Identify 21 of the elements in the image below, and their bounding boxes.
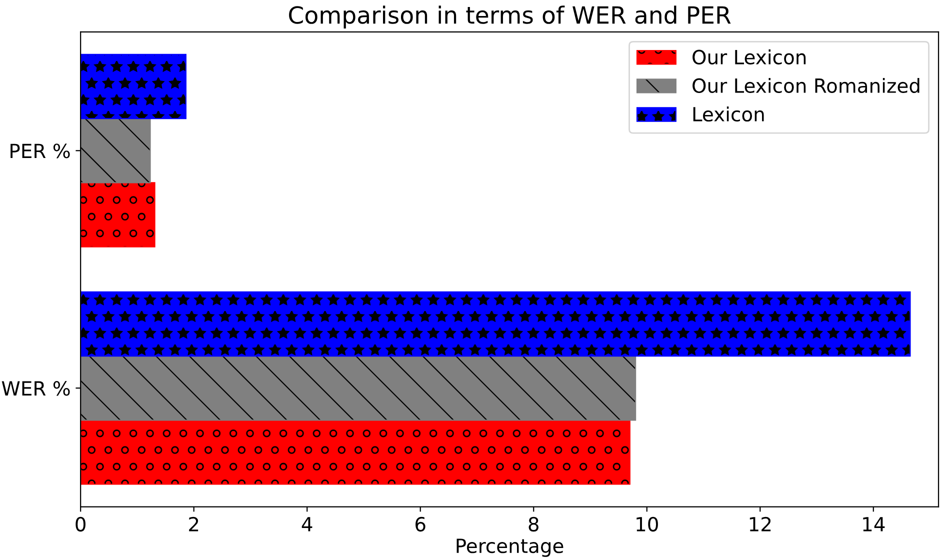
chart-title: Comparison in terms of WER and PER [289,6,731,28]
bar [80,420,630,485]
bar [80,118,151,184]
bar [80,355,636,421]
legend-label: Our Lexicon [692,49,806,64]
y-tick-label: PER % [10,144,70,158]
bar [80,291,911,357]
legend-label: Our Lexicon Romanized [692,78,920,94]
y-tick-label: WER % [2,381,70,396]
bar [80,182,156,248]
x-tick-label: 4 [302,517,312,532]
x-tick-label: 10 [636,516,658,532]
x-tick-label: 12 [750,516,771,532]
legend-label: Lexicon [693,106,764,122]
x-tick-label: 8 [528,516,538,532]
x-tick-label: 6 [416,516,426,532]
x-tick-label: 2 [189,516,198,532]
bar [80,54,186,120]
x-tick-label: 14 [863,517,885,532]
x-axis-title: Percentage [456,538,564,557]
x-tick-label: 0 [76,516,86,532]
